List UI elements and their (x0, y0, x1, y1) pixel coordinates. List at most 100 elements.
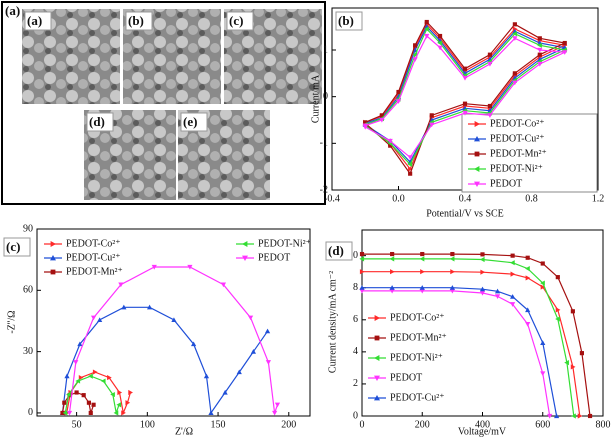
y-tick-label: 4 (353, 346, 358, 357)
legend-marker (50, 255, 56, 261)
data-point (571, 413, 576, 419)
data-point (487, 61, 493, 67)
data-point (429, 113, 434, 118)
data-point (359, 251, 365, 257)
y-tick-label: -1 (320, 138, 328, 149)
panel-label: (b) (338, 13, 354, 28)
panel-label: (d) (89, 114, 105, 129)
data-point (66, 410, 73, 416)
data-point (419, 285, 425, 290)
data-point (203, 373, 210, 379)
legend-label: PEDOT-Co²⁺ (390, 312, 445, 323)
data-point (62, 410, 68, 416)
data-point (75, 378, 81, 384)
data-point (462, 101, 468, 106)
series-line (61, 306, 269, 415)
data-point (389, 256, 395, 262)
data-point (125, 400, 131, 406)
data-point (73, 360, 79, 365)
data-point (449, 256, 455, 262)
data-point (450, 251, 455, 257)
data-point (395, 99, 402, 104)
data-point (510, 260, 515, 266)
data-point (570, 309, 575, 314)
y-tick-label: 90 (23, 223, 33, 234)
data-point (97, 317, 103, 323)
data-point (113, 410, 119, 416)
legend-marker (474, 151, 480, 157)
data-point (222, 389, 228, 395)
data-point (66, 391, 71, 398)
plot-frame (361, 229, 604, 417)
data-point (555, 316, 560, 322)
panel-label: (d) (328, 243, 344, 258)
data-point (389, 285, 395, 290)
data-point (272, 410, 278, 416)
data-point (81, 393, 86, 398)
data-point (487, 103, 493, 109)
legend-label: PEDOT-Cu²⁺ (66, 252, 121, 263)
legend-box (461, 113, 598, 193)
label-box (180, 112, 208, 132)
data-point (62, 400, 67, 405)
data-point (525, 255, 530, 260)
data-point (540, 261, 545, 266)
data-point (91, 402, 96, 407)
data-point (359, 256, 365, 262)
legend-label: PEDOT-Cu²⁺ (490, 133, 545, 144)
data-point (479, 256, 485, 263)
legend-marker (242, 241, 248, 247)
data-point (420, 251, 425, 257)
data-point (537, 61, 543, 67)
data-point (396, 89, 401, 95)
data-point (64, 373, 70, 379)
data-point (512, 71, 517, 76)
data-point (579, 351, 584, 356)
data-point (512, 26, 518, 32)
label-box (125, 11, 153, 31)
data-point (88, 410, 93, 416)
data-point (359, 285, 365, 290)
series-line (362, 290, 551, 417)
data-point (587, 413, 593, 419)
data-point (220, 282, 227, 288)
data-point (77, 341, 83, 347)
data-point (512, 22, 517, 27)
y-tick-label: -2 (320, 184, 328, 195)
legend-label: PEDOT-Mn²⁺ (490, 148, 547, 159)
label-box (3, 237, 31, 257)
data-point (412, 57, 418, 62)
data-point (554, 413, 560, 419)
legend-marker (474, 181, 480, 187)
x-tick-label: 100 (140, 419, 155, 430)
y-tick-label: 0 (28, 407, 33, 418)
x-tick-label: 0.8 (525, 193, 538, 204)
legend-label: PEDOT-Co²⁺ (66, 238, 121, 249)
data-point (90, 315, 97, 321)
data-point (274, 402, 281, 408)
data-point (407, 161, 413, 167)
data-point (510, 253, 515, 258)
data-point (540, 340, 546, 345)
data-point (390, 251, 395, 257)
data-point (118, 282, 124, 288)
legend-label: PEDOT (490, 178, 522, 189)
data-point (88, 373, 93, 379)
data-point (408, 171, 413, 176)
data-point (387, 138, 393, 144)
data-point (419, 256, 425, 262)
x-tick-label: 400 (475, 419, 490, 430)
data-point (247, 315, 254, 321)
data-point (359, 269, 365, 275)
legend-marker (374, 335, 380, 341)
data-point (424, 19, 429, 25)
x-tick-label: 0.0 (392, 193, 405, 204)
data-point (408, 166, 413, 172)
legend-label: PEDOT (390, 372, 422, 383)
data-point (437, 40, 443, 46)
legend-marker (374, 395, 380, 401)
label-box (226, 11, 254, 31)
data-point (100, 378, 106, 384)
data-point (265, 360, 272, 365)
data-point (60, 410, 65, 416)
